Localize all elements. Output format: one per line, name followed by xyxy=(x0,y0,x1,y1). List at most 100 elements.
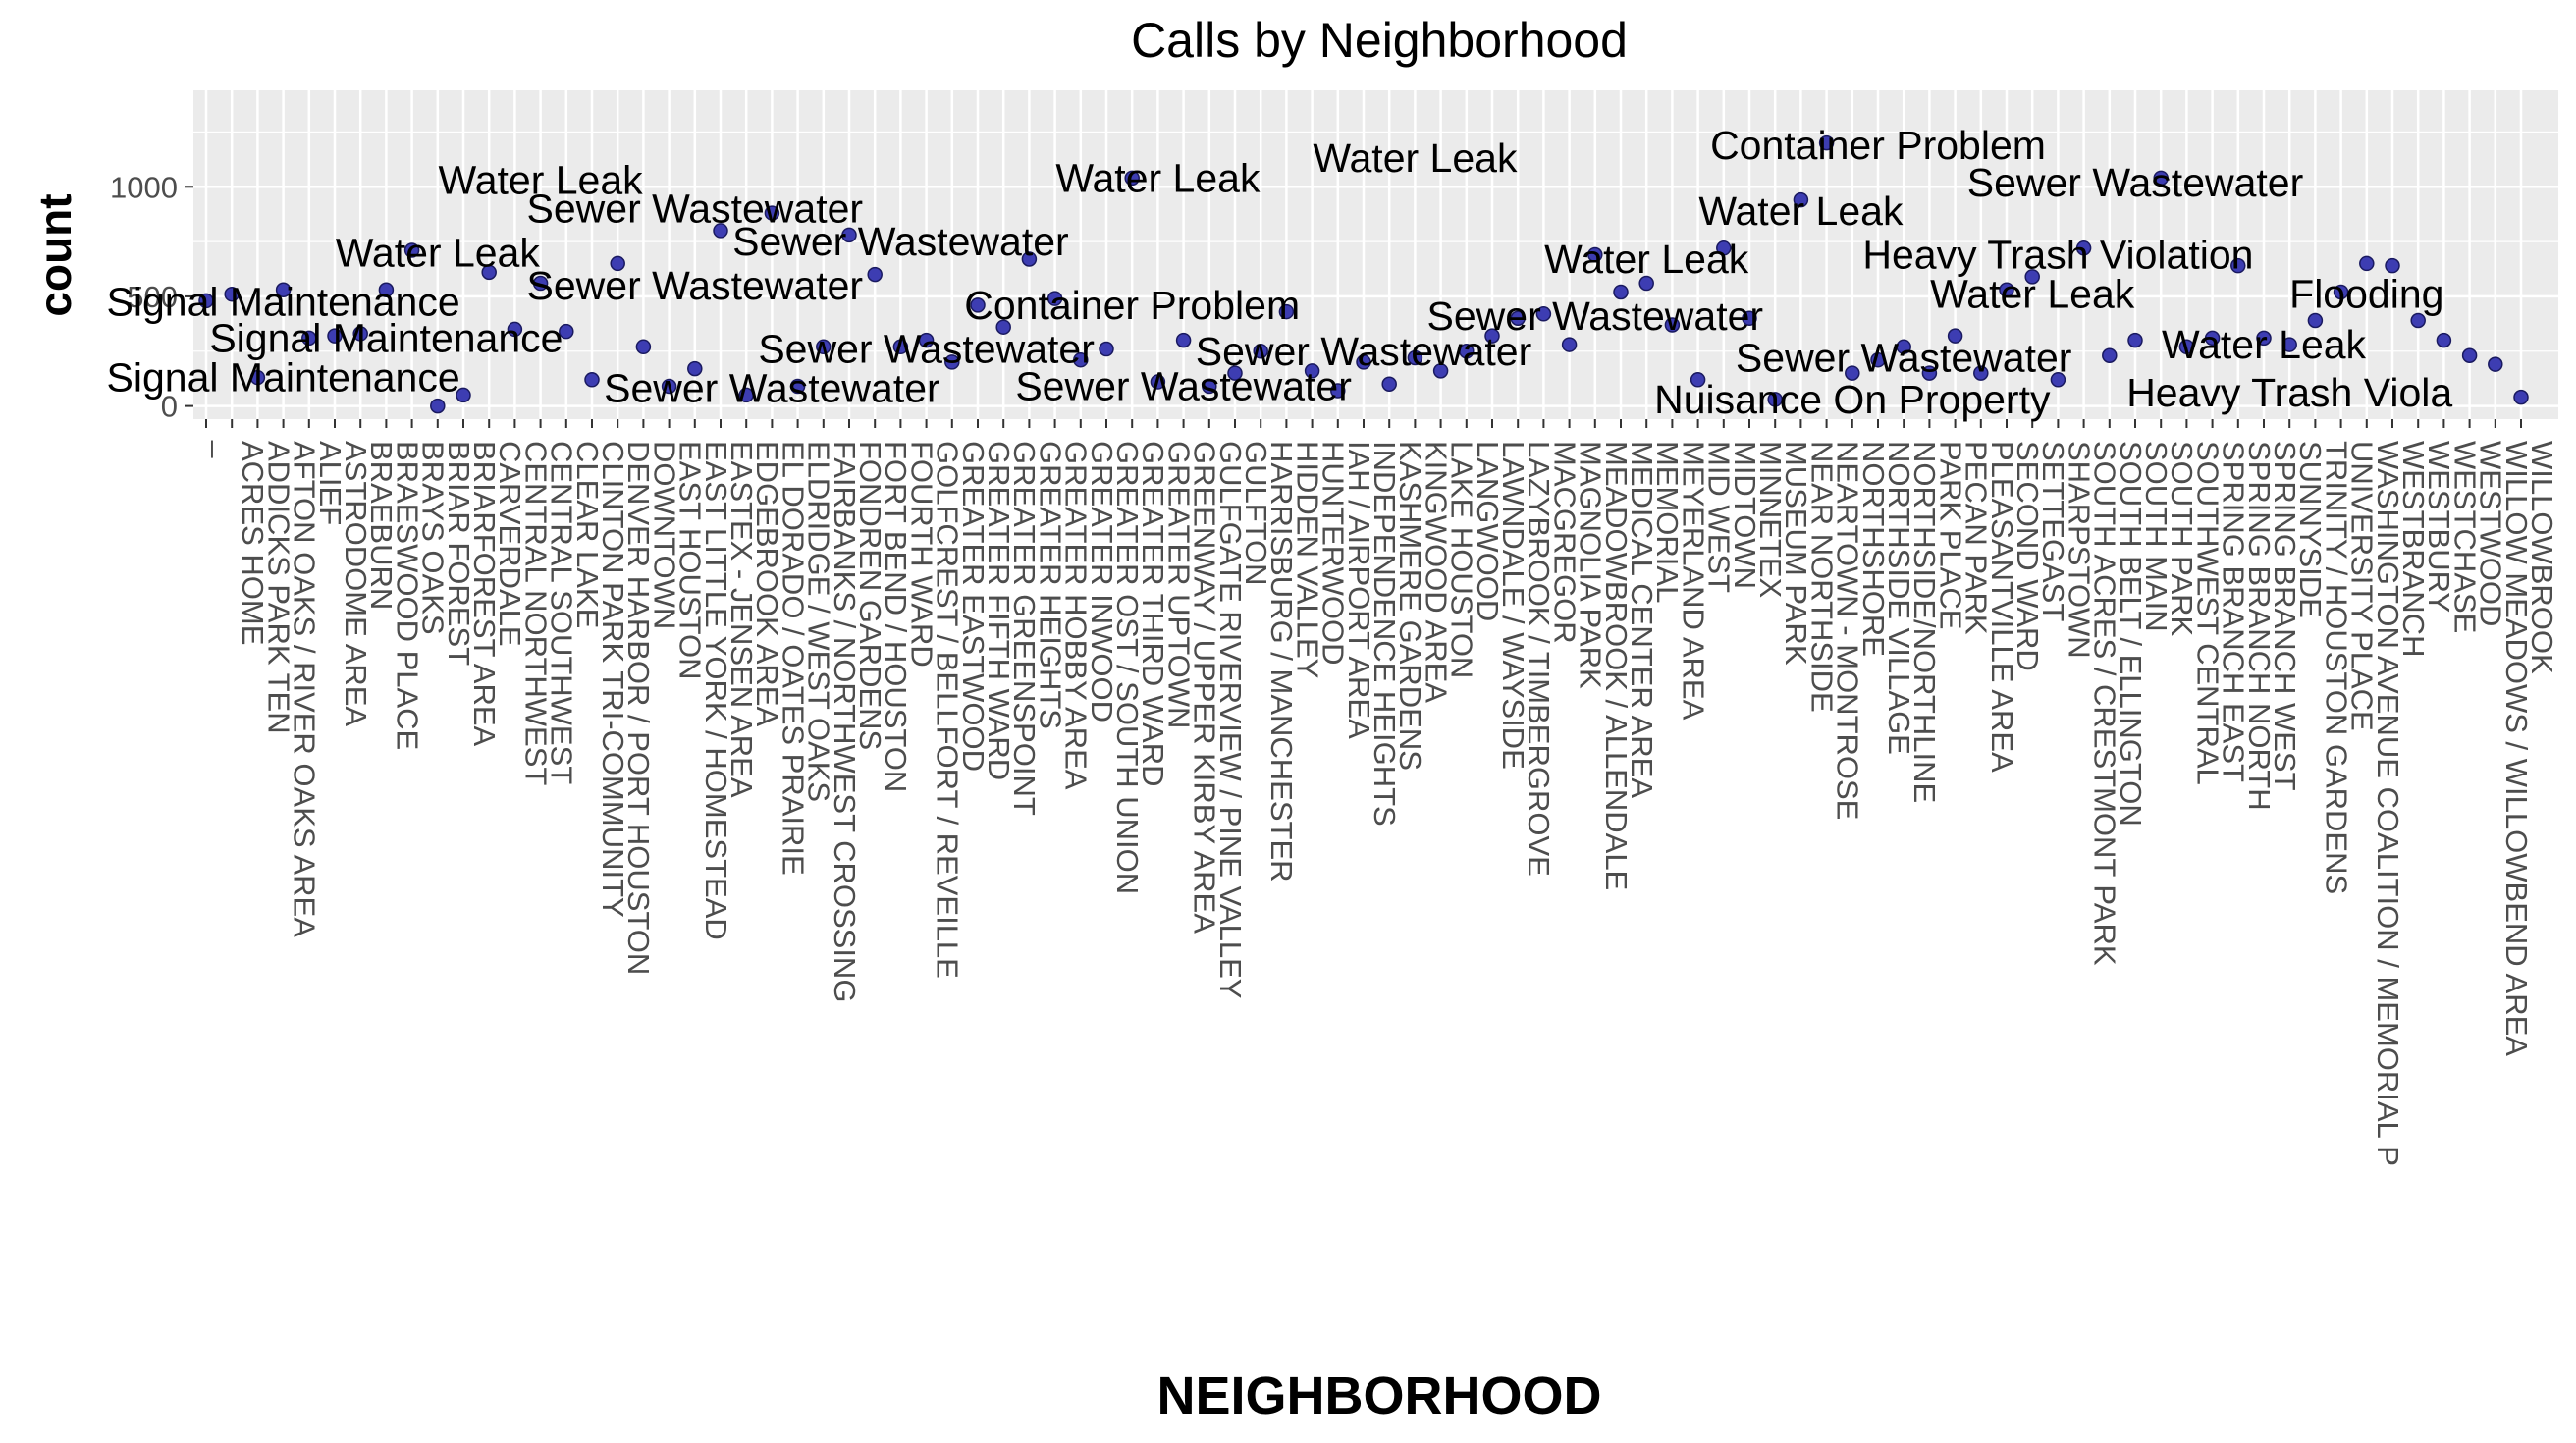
x-tick-label: SETTEGAST xyxy=(2036,441,2070,621)
x-tick-label: MAGNOLIA PARK xyxy=(1574,441,1608,689)
data-point xyxy=(301,330,317,347)
data-point xyxy=(1896,339,1911,355)
x-tick-label: BRIARFOREST AREA xyxy=(467,441,502,747)
point-label: Water Leak xyxy=(1698,188,1904,234)
x-tick-label: GREATER UPTOWN xyxy=(1161,441,1196,728)
data-point xyxy=(2127,332,2143,348)
data-point xyxy=(2359,255,2375,272)
x-tick-label: GOLFCREST / BELLFORT / REVEILLE xyxy=(931,441,965,979)
x-tick-label: EL DORADO / OATES PRAIRIE xyxy=(776,441,810,876)
data-point xyxy=(1021,251,1038,267)
x-tick-label: ELDRIDGE / WEST OAKS xyxy=(802,441,836,802)
data-point xyxy=(1484,328,1500,344)
x-tick-label: MACGREGOR xyxy=(1547,441,1582,644)
data-point xyxy=(1459,344,1475,359)
data-point xyxy=(2102,347,2118,363)
x-tick-label: LAKE HOUSTON xyxy=(1445,441,1479,678)
data-point xyxy=(867,266,883,283)
data-point xyxy=(1742,310,1757,327)
data-point xyxy=(1253,344,1268,359)
data-point xyxy=(2436,332,2452,348)
point-label: Heavy Trash Violation xyxy=(1862,233,2253,278)
x-tick-label: GREATER OST / SOUTH UNION xyxy=(1110,441,1145,894)
x-tick-label: WESTWOOD xyxy=(2474,441,2508,626)
data-point xyxy=(2153,170,2169,187)
x-tick-label: SOUTHWEST CENTRAL xyxy=(2190,441,2225,785)
x-tick-label: UNIVERSITY PLACE xyxy=(2345,441,2380,731)
x-tick-label: PLEASANTVILLE AREA xyxy=(1985,441,2019,773)
x-tick-label: NEARTOWN - MONTROSE xyxy=(1831,441,1865,820)
data-point xyxy=(1432,363,1449,379)
x-tick-label: LANGWOOD xyxy=(1471,441,1505,621)
point-label: Sewer Wastewater xyxy=(1736,335,2072,380)
data-point xyxy=(764,205,780,221)
x-tick-label: FORT BEND / HOUSTON xyxy=(879,441,913,792)
x-tick-label: MID WEST xyxy=(1702,441,1737,593)
data-point xyxy=(2461,347,2478,363)
data-point xyxy=(2385,257,2400,274)
data-point xyxy=(635,339,652,355)
data-point xyxy=(1793,191,1809,208)
x-tick-label: EAST HOUSTON xyxy=(673,441,708,679)
data-point xyxy=(2230,257,2246,274)
data-point xyxy=(275,282,292,297)
x-tick-label: MUSEUM PARK xyxy=(1779,441,1813,666)
x-tick-label: HARRISBURG / MANCHESTER xyxy=(1264,441,1299,882)
data-point xyxy=(2410,312,2426,329)
data-point xyxy=(1073,351,1089,368)
data-point xyxy=(456,387,471,403)
data-point xyxy=(1381,376,1397,393)
data-point xyxy=(1870,351,1886,368)
x-tick-label: _ xyxy=(210,440,244,458)
data-point xyxy=(892,339,909,355)
x-tick-label: INDEPENDENCE HEIGHTS xyxy=(1368,441,1402,827)
data-point xyxy=(352,326,368,342)
x-tick-label: CENTRAL NORTHWEST xyxy=(518,441,553,785)
x-tick-label: SOUTH BELT / ELLINGTON xyxy=(2114,441,2148,827)
x-tick-label: HIDDEN VALLEY xyxy=(1290,441,1324,678)
x-tick-label: WESTCHASE xyxy=(2447,441,2482,633)
x-tick-label: SUNNYSIDE xyxy=(2293,441,2328,618)
data-point xyxy=(2178,339,2195,355)
data-point xyxy=(198,293,214,309)
x-tick-label: PECAN PARK xyxy=(1959,441,1994,635)
x-tick-label: DOWNTOWN xyxy=(647,441,681,629)
data-point xyxy=(816,339,832,355)
x-tick-label: SPRING BRANCH WEST xyxy=(2268,441,2302,791)
plot-panel xyxy=(193,90,2558,419)
data-point xyxy=(1716,240,1732,256)
point-label: Sewer Wastewater xyxy=(758,327,1095,372)
x-tick-label: CENTRAL SOUTHWEST xyxy=(545,441,579,784)
grid-minor xyxy=(193,131,2558,352)
x-tick-label: ALIEF xyxy=(313,441,348,525)
x-tick-label: SPRING BRANCH NORTH xyxy=(2242,441,2277,811)
x-tick-label: WILLOW MEADOWS / WILLOWBEND AREA xyxy=(2499,441,2534,1056)
data-point xyxy=(249,369,266,386)
point-label: Water Leak xyxy=(1930,272,2135,317)
x-tick-label: WESTBRANCH xyxy=(2396,441,2431,657)
point-label: Water Leak xyxy=(1055,155,1261,200)
data-point xyxy=(1304,363,1320,379)
point-label: Sewer Wastewater xyxy=(604,366,940,411)
x-tick-label: GREATER HEIGHTS xyxy=(1033,441,1067,729)
point-label: Water Leak xyxy=(1313,135,1518,181)
x-tick-label: SECOND WARD xyxy=(2011,441,2045,671)
data-point xyxy=(687,360,703,377)
x-tick-label: WILLOWBROOK xyxy=(2525,441,2559,674)
data-point xyxy=(1613,284,1629,300)
data-point xyxy=(1124,170,1140,187)
data-point xyxy=(2256,330,2272,347)
data-point xyxy=(1175,332,1192,348)
x-axis-title: NEIGHBORHOOD xyxy=(1156,1366,1601,1425)
x-tick-label: MEDICAL CENTER AREA xyxy=(1625,441,1659,798)
data-points xyxy=(198,134,2529,414)
x-tick-label: CLEAR LAKE xyxy=(570,441,605,628)
x-tick-label: GULFGATE RIVERVIEW / PINE VALLEY xyxy=(1213,441,1248,999)
x-tick-label: NORTHSIDE VILLAGE xyxy=(1882,441,1916,755)
point-label: Sewer Wastewater xyxy=(1967,160,2304,205)
data-point xyxy=(2307,312,2324,329)
data-point xyxy=(944,354,960,370)
x-tick-label: LAZYBROOK / TIMBERGROVE xyxy=(1522,441,1556,877)
